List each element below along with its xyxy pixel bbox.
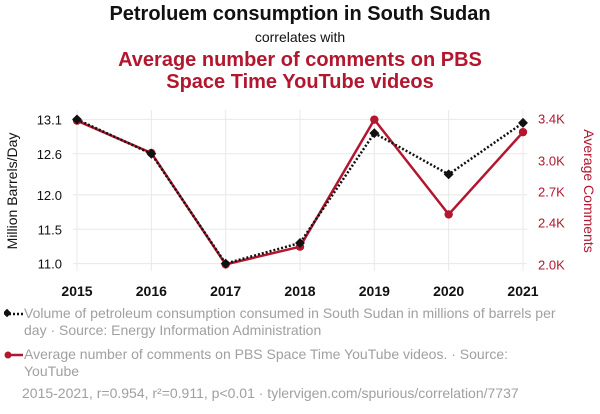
y-left-tick-label: 11.0 <box>38 257 62 272</box>
x-tick-label: 2020 <box>433 283 464 299</box>
y-right-tick-label: 3.4K <box>538 112 565 127</box>
x-tick-label: 2015 <box>61 283 92 299</box>
x-tick-label: 2017 <box>210 283 241 299</box>
series-1-point <box>444 169 454 179</box>
y-axis-label-right: Average Comments <box>581 129 597 252</box>
y-left-tick-label: 12.0 <box>37 188 62 203</box>
x-tick-label: 2018 <box>284 283 315 299</box>
right-axis: 2.0K 2.4K 2.7K 3.0K 3.4K <box>538 112 565 273</box>
y-left-tick-label: 13.1 <box>37 112 62 127</box>
y-left-tick-label: 12.6 <box>37 147 62 162</box>
legend-item-series1: Volume of petroleum consumption consumed… <box>4 305 564 339</box>
legend-label-series2: Average number of comments on PBS Space … <box>24 346 564 380</box>
y-axis-label-left: Million Barrels/Day <box>4 133 20 250</box>
legend-marker-series2 <box>4 349 24 361</box>
y-right-tick-label: 2.0K <box>538 257 565 272</box>
y-right-tick-label: 2.4K <box>538 216 565 231</box>
series-2-point <box>519 128 527 136</box>
x-axis: 2015 2016 2017 2018 2019 2020 2021 <box>61 283 538 299</box>
x-tick-label: 2019 <box>359 283 390 299</box>
legend-item-series2: Average number of comments on PBS Space … <box>4 346 564 380</box>
chart-footer: 2015-2021, r=0.954, r²=0.911, p<0.01 · t… <box>22 385 519 401</box>
series-1-point <box>369 128 379 138</box>
y-right-tick-label: 3.0K <box>538 153 565 168</box>
legend-marker-series1 <box>4 308 24 320</box>
y-left-tick-label: 11.5 <box>38 222 62 237</box>
series-2-point <box>444 210 452 218</box>
x-tick-label: 2016 <box>136 283 167 299</box>
y-right-tick-label: 2.7K <box>538 185 565 200</box>
series-2-point <box>370 115 378 123</box>
legend-label-series1: Volume of petroleum consumption consumed… <box>24 305 564 339</box>
left-axis: 11.0 11.5 12.0 12.6 13.1 <box>37 112 62 271</box>
x-tick-label: 2021 <box>507 283 538 299</box>
